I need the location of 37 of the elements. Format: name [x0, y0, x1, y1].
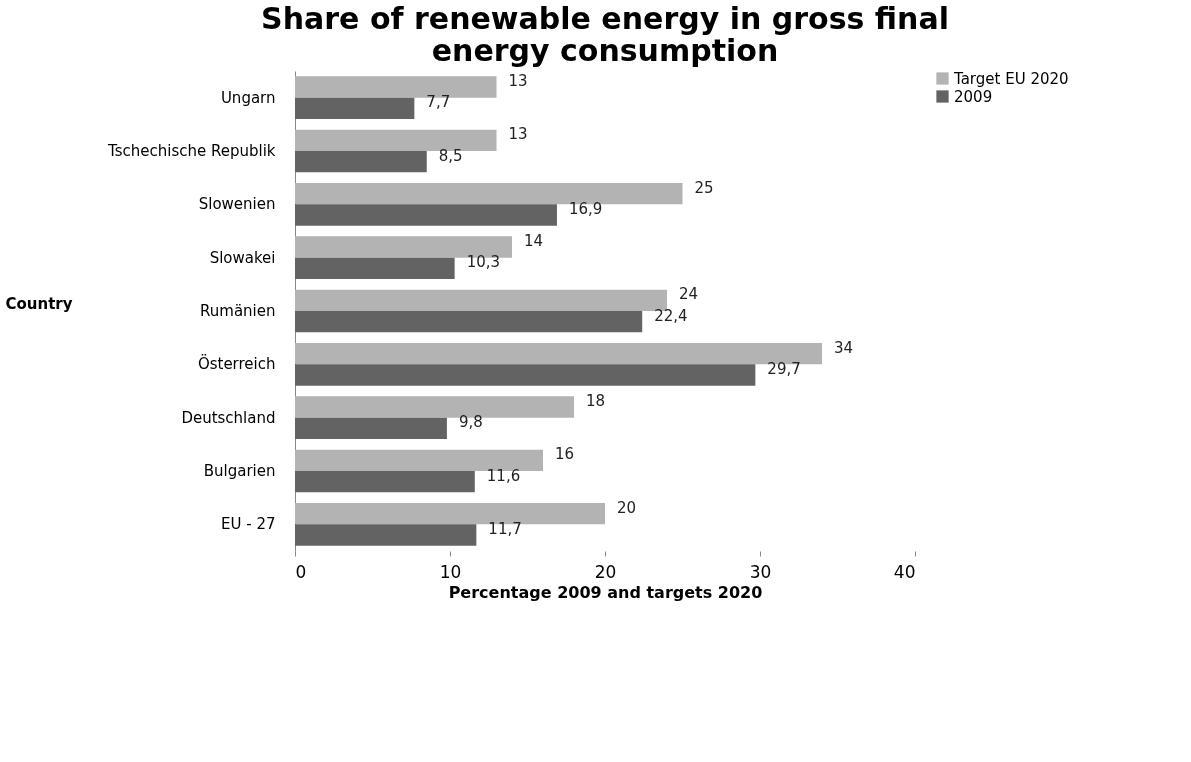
- y-tick-label: Slowakei: [209, 248, 276, 267]
- x-tick-label: 0: [295, 561, 307, 582]
- y-axis-title: Country: [5, 294, 73, 313]
- data-label: 13: [508, 72, 528, 90]
- y-tick-label: Rumänien: [200, 302, 276, 320]
- text: Share of renewable energy in gross final: [261, 1, 949, 36]
- data-label: 10,3: [466, 253, 501, 272]
- data-label: 29,7: [767, 360, 801, 378]
- y-tick-label: Bulgarien: [203, 462, 276, 480]
- data-label: 7,7: [426, 93, 451, 112]
- data-label: 14: [524, 232, 544, 250]
- data-label: 16,9: [568, 200, 603, 218]
- data-label: 24: [679, 285, 699, 304]
- y-tick-label: Slowenien: [198, 195, 276, 214]
- y-tick-label: EU - 27: [221, 515, 276, 534]
- data-label: 18: [586, 392, 606, 410]
- data-label: 13: [508, 125, 528, 144]
- x-tick-label: 20: [594, 561, 617, 582]
- x-tick-label: 40: [893, 561, 916, 582]
- y-tick-label: Deutschland: [181, 408, 276, 427]
- data-label: 22,4: [654, 306, 688, 325]
- data-label: 20: [617, 498, 637, 517]
- data-label: 16: [555, 445, 575, 464]
- legend-label: Target EU 2020: [953, 69, 1069, 88]
- legend-label: 2009: [954, 87, 993, 106]
- x-axis-title: Percentage 2009 and targets 2020: [448, 582, 763, 602]
- y-tick-label: Ungarn: [220, 88, 276, 107]
- y-tick-label: Österreich: [197, 354, 276, 374]
- x-tick-label: 30: [749, 561, 772, 582]
- data-label: 25: [694, 178, 714, 197]
- data-label: 9,8: [458, 413, 483, 432]
- data-label: 8,5: [438, 146, 463, 165]
- x-tick-label: 10: [439, 561, 462, 582]
- data-label: 34: [834, 338, 854, 357]
- data-label: 11,7: [488, 520, 522, 538]
- y-tick-label: Tschechische Republik: [106, 142, 276, 160]
- data-label: 11,6: [486, 466, 521, 485]
